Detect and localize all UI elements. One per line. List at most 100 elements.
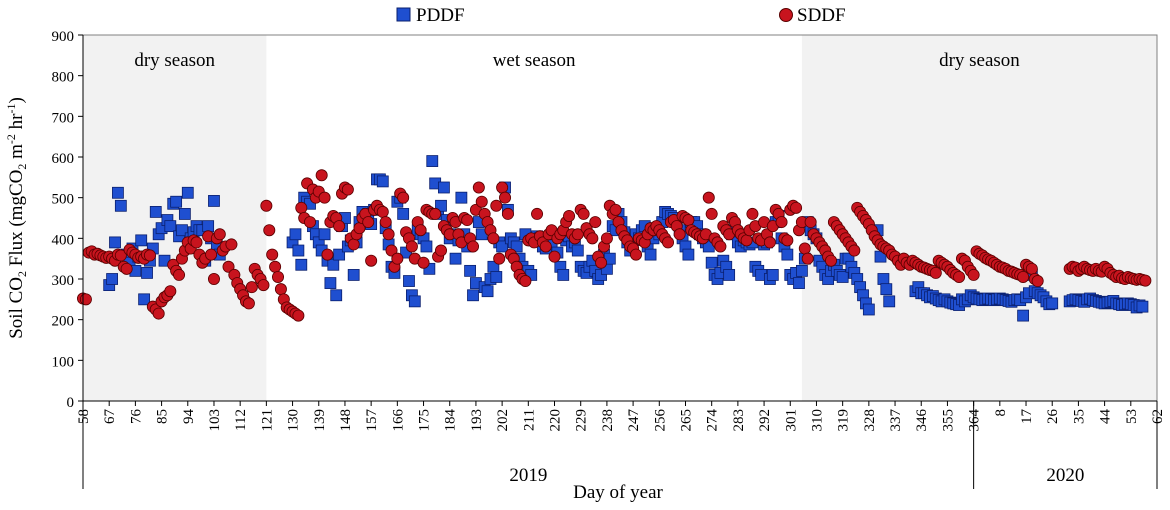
x-tick-label-37: 26: [1045, 409, 1061, 425]
point-pddf-26: [181, 186, 194, 199]
point-sddf-121: [429, 207, 442, 220]
point-sddf-30: [164, 285, 177, 298]
x-tick-label-41: 62: [1150, 409, 1166, 424]
point-pddf-25: [178, 208, 191, 220]
point-sddf-134: [467, 240, 480, 253]
point-sddf-58: [245, 281, 258, 294]
point-pddf-89: [435, 199, 447, 212]
point-pddf-33: [202, 220, 215, 233]
x-tick-label-15: 193: [469, 409, 485, 432]
x-tick-label-1: 67: [102, 409, 118, 425]
point-sddf-245: [790, 201, 803, 214]
x-tick-label-32: 346: [914, 409, 930, 432]
point-pddf-108: [490, 271, 503, 283]
point-sddf-137: [475, 195, 488, 208]
point-sddf-45: [207, 272, 220, 285]
point-sddf-13: [114, 249, 127, 262]
point-pddf-227: [836, 271, 849, 283]
point-pddf-188: [723, 269, 736, 281]
point-pddf-1: [106, 273, 119, 285]
point-pddf-80: [408, 295, 421, 308]
point-pddf-289: [1046, 297, 1059, 310]
point-pddf-136: [571, 244, 584, 257]
point-sddf-146: [501, 207, 514, 220]
point-sddf-249: [801, 252, 814, 265]
point-sddf-250: [804, 216, 817, 229]
point-sddf-180: [600, 232, 613, 245]
axes: 0 100 200 300 400 500 600 700 800 900 58 67 76 85 94 10…: [52, 29, 1166, 489]
point-pddf-115: [510, 240, 523, 253]
point-pddf-54: [333, 248, 346, 261]
x-tick-label-16: 202: [495, 409, 511, 432]
point-sddf-104: [379, 216, 392, 229]
point-pddf-182: [705, 256, 718, 269]
point-sddf-50: [222, 260, 235, 273]
point-pddf-94: [449, 252, 462, 265]
legend-marker-sddf: [779, 8, 793, 22]
point-sddf-228: [740, 234, 753, 247]
point-sddf-141: [487, 232, 500, 245]
point-pddf-12: [141, 266, 153, 279]
point-sddf-230: [746, 207, 759, 220]
y-tick-label-5: 500: [52, 192, 75, 208]
point-pddf-236: [862, 303, 875, 316]
point-sddf-117: [417, 256, 430, 269]
point-sddf-103: [376, 205, 389, 218]
point-sddf-265: [848, 244, 861, 257]
point-sddf-64: [263, 224, 276, 237]
point-pddf-208: [781, 248, 794, 261]
point-sddf-47: [213, 228, 226, 241]
x-axis-title: Day of year: [573, 482, 663, 503]
point-pddf-51: [324, 277, 337, 289]
x-tick-label-0: 58: [76, 409, 92, 424]
point-sddf-183: [609, 203, 622, 216]
point-sddf-143: [493, 252, 506, 265]
point-sddf-51: [225, 238, 238, 251]
point-sddf-328: [1031, 275, 1044, 288]
point-sddf-152: [519, 275, 532, 288]
x-tick-label-8: 130: [286, 409, 302, 432]
point-pddf-203: [766, 269, 779, 281]
point-sddf-74: [292, 309, 305, 322]
y-tick-label-0: 0: [67, 395, 75, 411]
point-sddf-67: [272, 270, 285, 283]
season-label-1: wet season: [493, 50, 576, 71]
x-tick-label-10: 148: [338, 409, 354, 432]
point-sddf-293: [929, 266, 942, 279]
point-sddf-216: [705, 207, 718, 220]
point-sddf-306: [967, 268, 980, 281]
x-tick-label-27: 301: [783, 409, 799, 432]
season-label-2: dry season: [939, 50, 1020, 71]
point-pddf-20: [164, 220, 177, 233]
y-tick-label-7: 700: [52, 110, 75, 126]
point-pddf-76: [397, 208, 410, 220]
x-tick-label-40: 53: [1124, 409, 1140, 424]
point-sddf-106: [385, 244, 398, 257]
point-sddf-44: [205, 248, 218, 261]
point-pddf-39: [289, 228, 302, 241]
legend-label-pddf: PDDF: [416, 5, 465, 26]
x-tick-label-21: 247: [626, 409, 642, 432]
x-tick-label-18: 220: [548, 409, 564, 432]
point-sddf-201: [662, 236, 675, 249]
point-pddf-161: [644, 248, 657, 261]
point-sddf-108: [391, 252, 404, 265]
point-sddf-205: [673, 228, 686, 241]
point-pddf-52: [327, 258, 340, 271]
point-pddf-105: [481, 285, 494, 298]
x-tick-label-6: 112: [233, 409, 249, 431]
point-pddf-100: [467, 289, 479, 302]
point-sddf-88: [333, 220, 346, 233]
point-sddf-83: [318, 191, 331, 204]
x-tick-label-28: 310: [809, 409, 825, 432]
point-sddf-91: [341, 183, 354, 196]
point-sddf-323: [1017, 270, 1030, 283]
point-sddf-257: [825, 254, 838, 267]
x-tick-label-36: 17: [1019, 409, 1035, 425]
legend-marker-pddf: [396, 7, 411, 22]
y-axis-title: Soil CO2 Flux (mgCO2 m-2 hr-1): [4, 97, 29, 339]
point-sddf-65: [266, 248, 279, 261]
point-pddf-86: [426, 155, 439, 167]
point-pddf-2: [109, 236, 121, 249]
data-points: [77, 155, 1152, 322]
